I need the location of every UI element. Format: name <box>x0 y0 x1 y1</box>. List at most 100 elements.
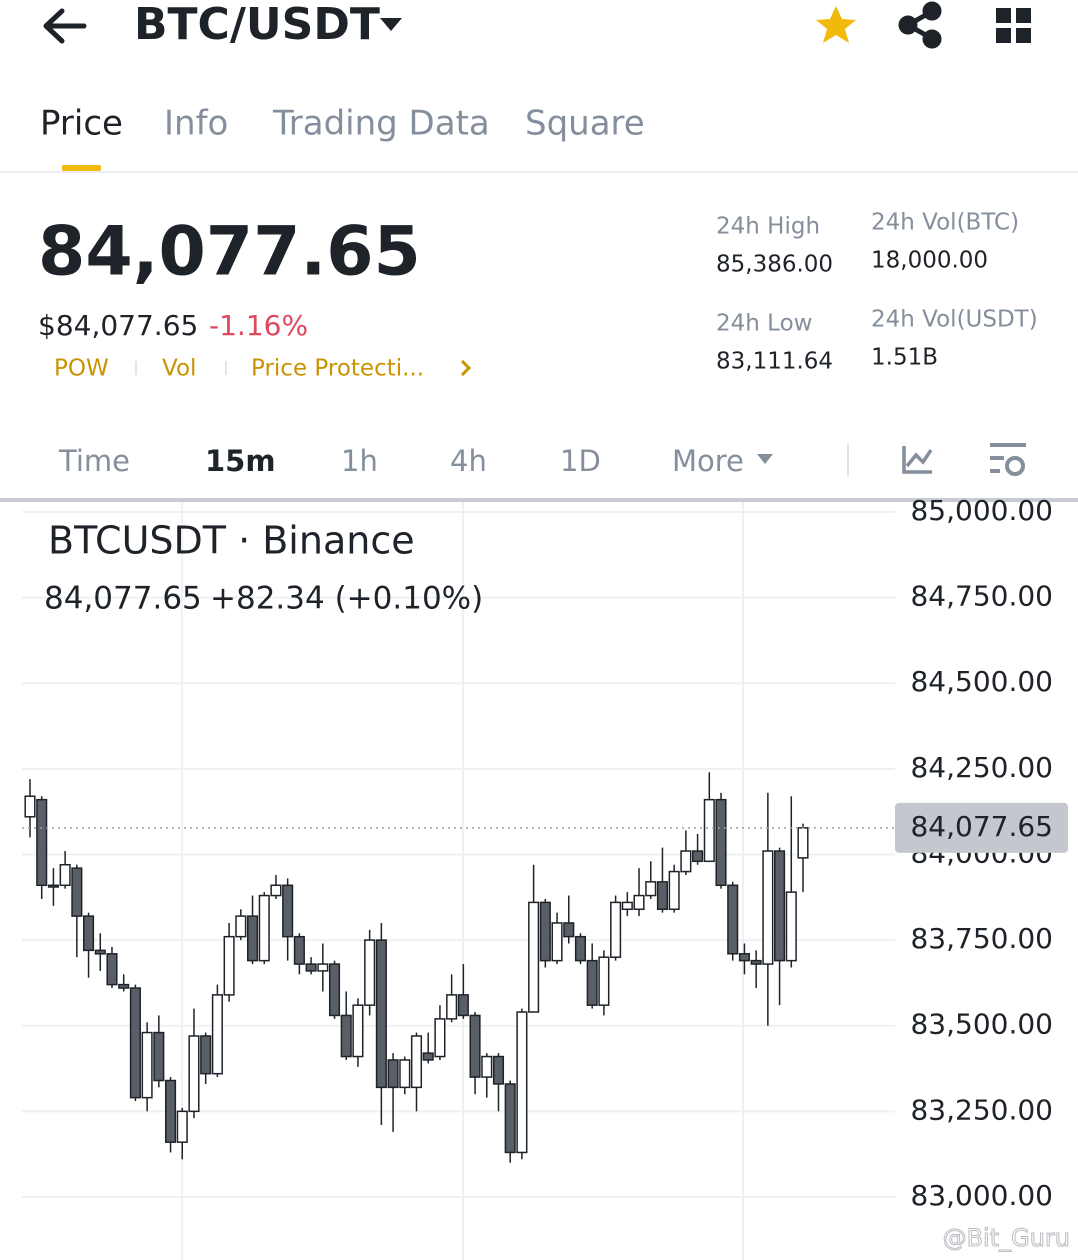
pair-title[interactable]: BTC/USDT <box>134 0 380 50</box>
candle-body <box>434 1018 446 1058</box>
candle-body <box>200 1035 212 1075</box>
candle-body <box>621 901 633 911</box>
candle-body <box>785 891 797 962</box>
stat-label: 24h Vol(BTC) <box>871 210 1019 236</box>
candle-body <box>246 915 259 962</box>
candle-body <box>293 935 305 965</box>
candle-body <box>481 1055 493 1078</box>
more-caret[interactable] <box>757 454 773 464</box>
candle-body <box>762 850 774 965</box>
tag[interactable]: Price Protecti... <box>251 356 424 382</box>
interval[interactable]: 1D <box>560 444 601 478</box>
interval[interactable]: 15m <box>205 444 276 478</box>
candle-body <box>574 935 587 962</box>
stat-value: 85,386.00 <box>716 252 833 278</box>
candle-body <box>797 827 809 859</box>
candle-body <box>727 884 739 955</box>
y-tick-label: 84,250.00 <box>910 751 1053 784</box>
current-price-box <box>895 802 1068 853</box>
candle-body <box>610 901 622 958</box>
tab-indicator <box>62 165 101 171</box>
chart-change: +82.34 (+0.10%) <box>210 581 483 617</box>
candle-body <box>703 798 715 863</box>
tab[interactable]: Price <box>40 104 123 144</box>
candle-body <box>211 994 223 1075</box>
y-tick-label: 83,750.00 <box>910 922 1053 955</box>
interval[interactable]: 1h <box>341 444 378 478</box>
tab[interactable]: Square <box>525 104 645 144</box>
candle-body <box>504 1083 516 1154</box>
last-price: 84,077.65 <box>38 213 421 292</box>
candle-body <box>94 949 106 955</box>
tag-arrow[interactable] <box>460 359 472 377</box>
tag[interactable]: POW <box>54 356 109 382</box>
candle-body <box>715 798 727 887</box>
indicator-button[interactable] <box>902 446 933 474</box>
chart-last: 84,077.65 <box>44 581 202 617</box>
candle-body <box>176 1110 188 1143</box>
stat-value: 18,000.00 <box>871 248 988 274</box>
candle-body <box>539 901 551 962</box>
candle-body <box>71 867 83 917</box>
candle-body <box>129 987 141 1099</box>
usd-price: $84,077.65 <box>38 309 198 342</box>
candle-body <box>59 863 71 887</box>
candle-body <box>270 884 282 897</box>
chart: 85,000.00 84,750.00 84,500.00 84,250.00 84,0… <box>22 494 1068 1212</box>
candle-body <box>551 922 563 962</box>
chart-title: BTCUSDT · Binance <box>48 519 415 563</box>
candle-body <box>375 939 387 1089</box>
tag[interactable]: Vol <box>162 356 196 382</box>
candle-body <box>153 1031 165 1082</box>
stat-label: 24h Vol(USDT) <box>871 307 1038 333</box>
candle-body <box>656 881 669 911</box>
tab[interactable]: Trading Data <box>272 104 490 144</box>
candle-body <box>774 850 786 962</box>
candle-body <box>586 959 598 1006</box>
candle-body <box>317 963 329 972</box>
candle-body <box>235 915 247 938</box>
candle-body <box>516 1011 528 1154</box>
candle-body <box>446 994 458 1020</box>
candle-body <box>328 963 341 1017</box>
candle-body <box>36 798 48 887</box>
back-button[interactable] <box>43 8 87 44</box>
interval[interactable]: 4h <box>450 444 487 478</box>
favorite-star[interactable] <box>816 6 856 43</box>
candle-body <box>164 1079 177 1143</box>
stat-label: 24h Low <box>716 311 812 337</box>
candle-body <box>305 963 317 972</box>
y-tick-label: 83,250.00 <box>910 1093 1053 1126</box>
candle-body <box>492 1055 505 1085</box>
stat-value: 1.51B <box>871 345 938 371</box>
y-tick-label: 84,750.00 <box>910 580 1053 613</box>
settings-button[interactable] <box>990 443 1026 476</box>
stat-value: 83,111.64 <box>716 349 833 375</box>
tab[interactable]: Info <box>164 104 228 144</box>
candle-body <box>83 915 95 952</box>
candle-body <box>738 953 750 962</box>
grid-menu[interactable] <box>996 8 1031 43</box>
candle-body <box>399 1059 411 1089</box>
candle-body <box>563 922 575 938</box>
candle-body <box>24 795 36 818</box>
pair-caret[interactable] <box>380 18 402 31</box>
candle-body <box>340 1014 352 1058</box>
candle-body <box>106 953 118 986</box>
price-change: -1.16% <box>209 309 308 342</box>
candle-body <box>387 1059 399 1089</box>
candle-body <box>364 939 376 1006</box>
candle-body <box>645 881 657 897</box>
candle-body <box>692 850 704 863</box>
interval[interactable]: More <box>672 444 744 478</box>
candle-body <box>668 870 680 911</box>
candle-body <box>118 983 130 989</box>
candle-body <box>680 850 692 873</box>
interval[interactable]: Time <box>58 444 130 478</box>
share-button[interactable] <box>898 1 942 49</box>
candle-body <box>258 894 270 962</box>
candle-body <box>750 959 762 965</box>
stat-label: 24h High <box>716 214 820 240</box>
candle-body <box>598 956 610 1006</box>
